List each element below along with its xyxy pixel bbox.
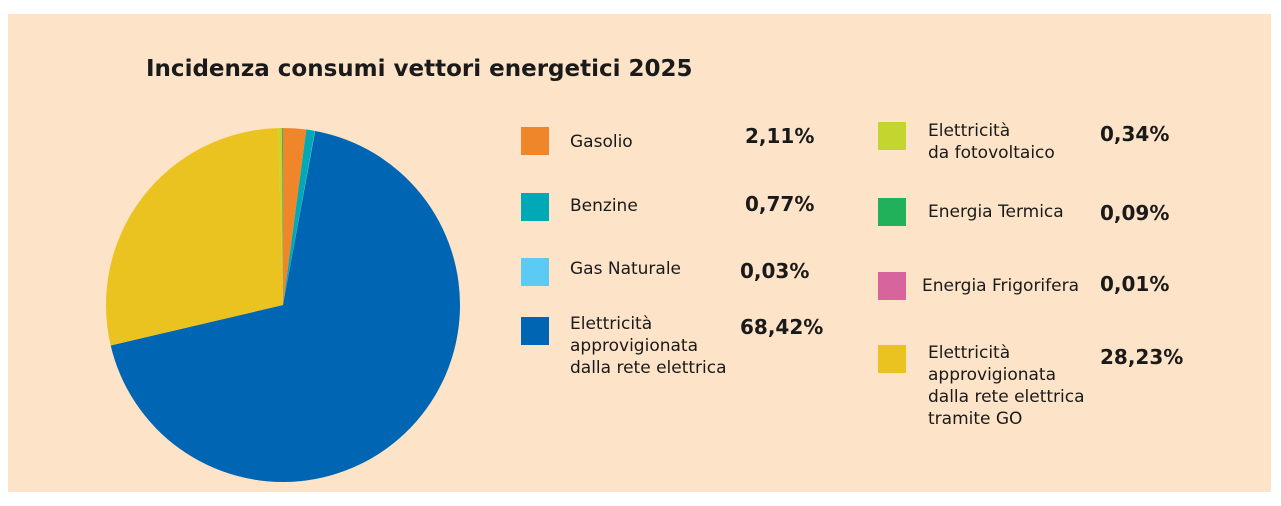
legend-label: Gas Naturale bbox=[570, 259, 682, 279]
pie-slice bbox=[283, 130, 316, 305]
pie-slice bbox=[278, 128, 283, 305]
legend-label: Elettricità approvigionata dalla rete el… bbox=[570, 314, 727, 378]
value-label: 0,09% bbox=[1100, 201, 1170, 225]
legend-swatch bbox=[521, 193, 549, 221]
legend-swatch bbox=[878, 198, 906, 226]
value-label: 2,11% bbox=[745, 124, 815, 148]
pie-slice bbox=[283, 129, 315, 305]
value-label: 0,03% bbox=[740, 259, 810, 283]
legend-swatch bbox=[878, 122, 906, 150]
value-label: 0,77% bbox=[745, 192, 815, 216]
legend-swatch bbox=[878, 272, 906, 300]
pie-slice bbox=[110, 130, 461, 483]
legend-label: Benzine bbox=[570, 196, 638, 216]
legend-swatch bbox=[521, 127, 549, 155]
value-label: 28,23% bbox=[1100, 345, 1184, 369]
legend-swatch bbox=[521, 258, 549, 286]
value-label: 0,34% bbox=[1100, 122, 1170, 146]
legend-label: Elettricità approvigionata dalla rete el… bbox=[928, 343, 1085, 429]
value-label: 0,01% bbox=[1100, 272, 1170, 296]
value-label: 68,42% bbox=[740, 315, 824, 339]
pie-slice bbox=[106, 128, 283, 346]
legend-label: Gasolio bbox=[570, 132, 633, 152]
legend-label: Energia Frigorifera bbox=[922, 276, 1080, 296]
legend-label: Elettricità da fotovoltaico bbox=[928, 121, 1055, 163]
pie-slice bbox=[281, 128, 283, 305]
legend-label: Energia Termica bbox=[928, 202, 1064, 222]
legend-swatch bbox=[521, 317, 549, 345]
pie-slice bbox=[283, 128, 307, 305]
legend-swatch bbox=[878, 345, 906, 373]
chart-title: Incidenza consumi vettori energetici 202… bbox=[146, 56, 693, 82]
